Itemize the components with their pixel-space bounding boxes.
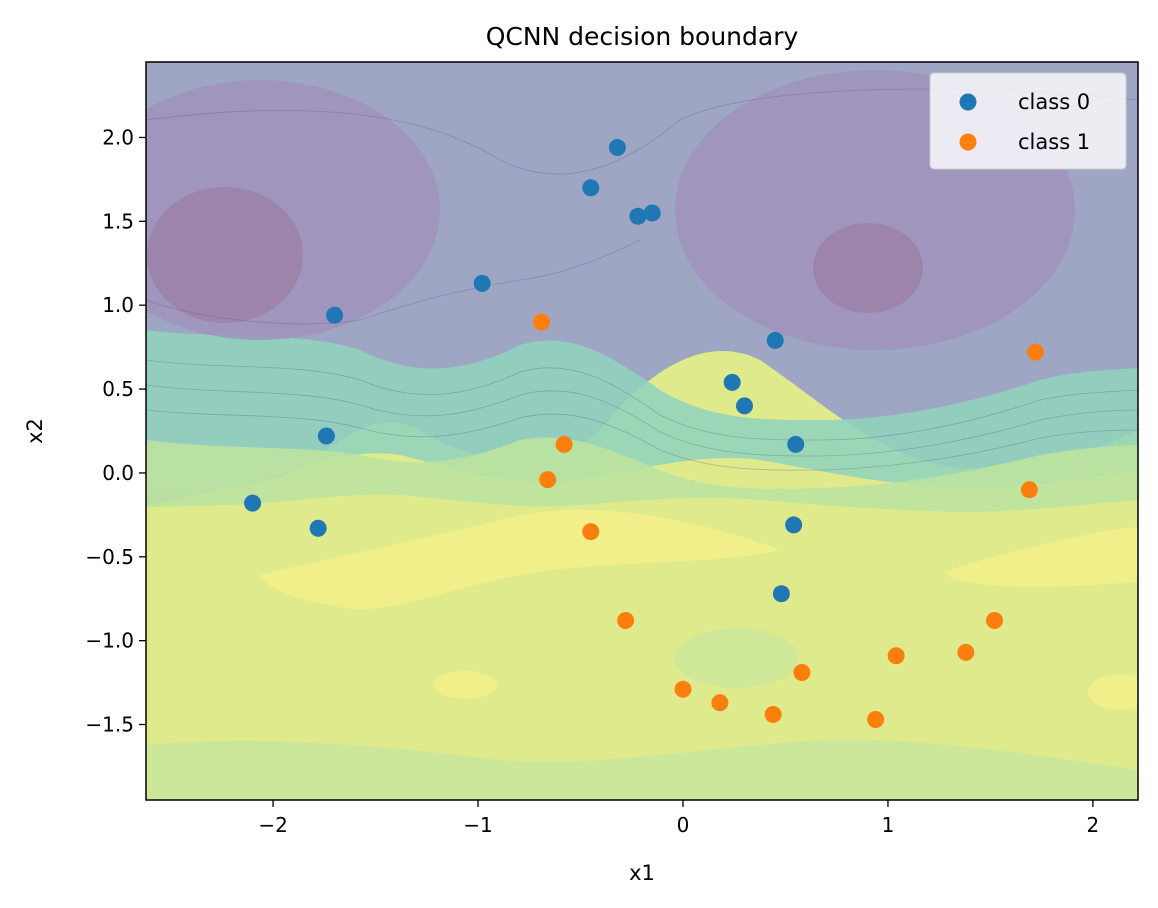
- surface-yellow-patch-small: [433, 671, 497, 699]
- point-class-0: [608, 139, 626, 157]
- point-class-0: [643, 204, 661, 222]
- y-tick-label: 2.0: [102, 125, 134, 149]
- y-tick-label: −1.5: [85, 713, 134, 737]
- point-class-0: [244, 494, 262, 512]
- x-axis-label: x1: [629, 861, 655, 885]
- point-class-1: [1020, 481, 1038, 499]
- point-class-1: [867, 710, 885, 728]
- point-class-1: [533, 313, 551, 331]
- y-tick-label: 0.0: [102, 461, 134, 485]
- point-class-1: [957, 643, 975, 661]
- point-class-1: [764, 705, 782, 723]
- point-class-1: [555, 435, 573, 453]
- legend-label-class-1: class 1: [1018, 130, 1090, 154]
- decision-surface: [146, 62, 1138, 800]
- legend-box: [929, 72, 1127, 170]
- point-class-0: [772, 585, 790, 603]
- plot-frame: [145, 61, 1139, 801]
- y-tick-label: 1.0: [102, 293, 134, 317]
- y-tick-label: −0.5: [85, 545, 134, 569]
- point-class-1: [887, 647, 905, 665]
- surface-green-patch: [675, 628, 799, 688]
- contour-lines: [146, 88, 1138, 471]
- legend-marker-class-1: [959, 133, 977, 151]
- point-class-0: [787, 435, 805, 453]
- y-axis-ticks: −1.5 −1.0 −0.5 0.0 0.5 1.0 1.5 2.0: [85, 125, 146, 737]
- point-class-0: [785, 516, 803, 534]
- point-class-1: [1027, 343, 1045, 361]
- surface-yellow-patch-edge: [1088, 674, 1138, 710]
- point-class-1: [674, 680, 692, 698]
- point-class-0: [723, 373, 741, 391]
- surface-bottom-band: [146, 739, 1138, 800]
- point-class-0: [309, 519, 327, 537]
- surface-yellow-patch-right: [945, 527, 1138, 588]
- x-tick-label: −2: [258, 813, 287, 837]
- x-tick-label: −1: [463, 813, 492, 837]
- scatter-points: [244, 139, 1045, 728]
- point-class-1: [539, 471, 557, 489]
- point-class-1: [582, 523, 600, 541]
- point-class-0: [629, 207, 647, 225]
- point-class-1: [793, 664, 811, 682]
- surface-lobe-left-inner: [147, 187, 303, 323]
- y-tick-label: 1.5: [102, 209, 134, 233]
- x-tick-label: 2: [1087, 813, 1100, 837]
- y-tick-label: 0.5: [102, 377, 134, 401]
- point-class-0: [766, 331, 784, 349]
- surface-lobe-right-inner: [813, 223, 923, 313]
- point-class-0: [317, 427, 335, 445]
- point-class-1: [711, 694, 729, 712]
- legend-marker-class-0: [959, 93, 977, 111]
- point-class-0: [735, 397, 753, 415]
- x-tick-label: 1: [882, 813, 895, 837]
- surface-teal-band: [146, 330, 1138, 495]
- point-class-0: [582, 179, 600, 197]
- x-axis-ticks: −2 −1 0 1 2: [258, 800, 1099, 837]
- surface-yellow-patch-center: [260, 509, 780, 610]
- point-class-0: [326, 306, 344, 324]
- point-class-1: [986, 612, 1004, 630]
- point-class-1: [617, 612, 635, 630]
- legend: class 0 class 1: [929, 72, 1127, 170]
- surface-light-green-band: [146, 437, 1138, 512]
- chart-title: QCNN decision boundary: [486, 22, 799, 51]
- y-axis-label: x2: [23, 418, 47, 444]
- legend-label-class-0: class 0: [1018, 90, 1090, 114]
- point-class-0: [473, 274, 491, 292]
- x-tick-label: 0: [677, 813, 690, 837]
- y-tick-label: −1.0: [85, 629, 134, 653]
